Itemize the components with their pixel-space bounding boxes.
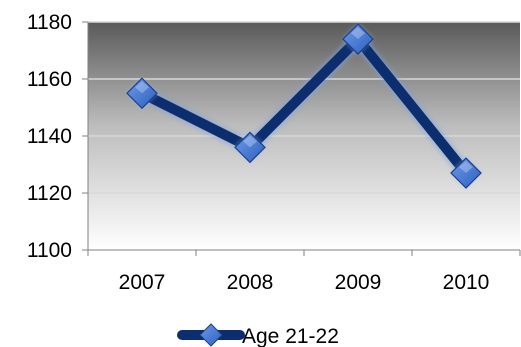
data-point [342, 23, 374, 55]
y-tick-label: 1160 [27, 68, 72, 91]
y-tick-label: 1140 [27, 125, 72, 148]
x-tick-label: 2007 [119, 271, 166, 294]
legend-label: Age 21-22 [242, 325, 339, 347]
y-tick-label: 1100 [27, 239, 72, 262]
x-axis-tick-labels: 2007 2008 2009 2010 [119, 271, 490, 294]
x-tick-label: 2009 [335, 271, 382, 294]
y-tick-label: 1120 [27, 182, 72, 205]
legend-marker-swatch [199, 323, 223, 347]
data-point-highlight [243, 135, 257, 148]
legend: Age 21-22 [177, 323, 339, 347]
gridlines [88, 21, 520, 194]
series-line [139, 31, 470, 177]
data-point-highlight [135, 81, 149, 94]
legend-marker [199, 323, 223, 347]
y-tick-label: 1180 [27, 11, 72, 34]
y-axis-tick-labels: 1100 1120 1140 1160 1180 [27, 11, 72, 262]
series-group [126, 23, 482, 189]
data-point [450, 157, 482, 189]
data-point-highlight [351, 27, 365, 40]
x-tick-label: 2010 [443, 271, 490, 294]
axes [82, 21, 521, 256]
data-point-highlight [459, 161, 473, 174]
data-point [126, 77, 158, 110]
x-tick-label: 2008 [227, 271, 274, 294]
data-point [234, 131, 266, 164]
